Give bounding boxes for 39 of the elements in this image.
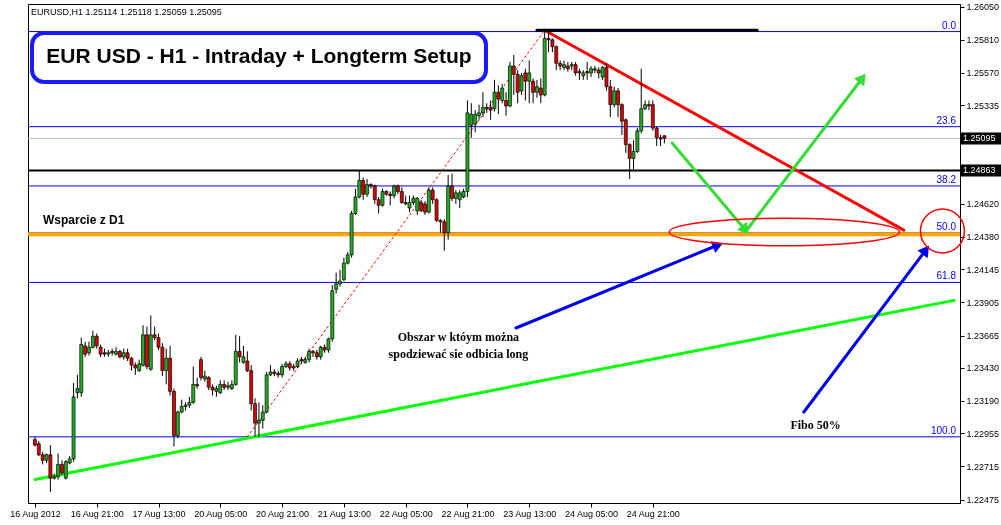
ref-line-label: 1.25095 [963,133,996,144]
annotation: Obszar w któym można [397,330,520,344]
x-tick-label: 20 Aug 05:00 [194,508,248,519]
y-tick-label: 1.25570 [966,68,1000,79]
x-tick-label: 21 Aug 13:00 [317,508,371,519]
x-tick-label: 17 Aug 13:00 [132,508,186,519]
annotation: 38.2 [936,173,957,185]
annotation: EURUSD,H1 1.25114 1.25118 1.25059 1.25095 [31,7,222,17]
x-tick-label: 16 Aug 2012 [10,508,61,519]
y-tick-label: 1.22715 [966,461,1000,472]
y-tick-label: 1.23190 [966,396,1000,407]
annotation: 23.6 [936,114,957,126]
y-tick-label: 1.26050 [966,2,1000,13]
x-tick-label: 24 Aug 05:00 [565,508,619,519]
y-tick-label: 1.23665 [966,331,1000,342]
y-tick-label: 1.22475 [966,495,1000,506]
annotation: 0.0 [942,19,957,31]
y-tick-label: 1.23430 [966,363,1000,374]
x-tick-label: 16 Aug 21:00 [70,508,124,519]
annotation: 100.0 [930,424,957,436]
x-tick-label: 22 Aug 21:00 [441,508,495,519]
y-tick-label: 1.22955 [966,428,1000,439]
annotation: 61.8 [936,270,957,282]
y-tick-label: 1.25810 [966,35,1000,46]
annotation: Fibo 50% [790,418,841,432]
annotation: 50.0 [936,220,957,232]
x-tick-label: 24 Aug 21:00 [626,508,680,519]
x-tick-label: 22 Aug 05:00 [379,508,433,519]
y-tick-label: 1.23905 [966,297,1000,308]
x-tick-label: 20 Aug 21:00 [256,508,310,519]
y-tick-label: 1.24380 [966,232,1000,243]
ref-line-label: 1.24863 [963,165,996,176]
annotation: spodziewać sie odbicia long [388,347,529,361]
y-tick-label: 1.24620 [966,199,1000,210]
annotation: Wsparcie z D1 [43,213,125,227]
y-tick-label: 1.25335 [966,100,1000,111]
text: EUR USD - H1 - Intraday + Longterm Setup [46,44,472,67]
y-tick-label: 1.24145 [966,264,1000,275]
x-tick-label: 23 Aug 13:00 [503,508,557,519]
